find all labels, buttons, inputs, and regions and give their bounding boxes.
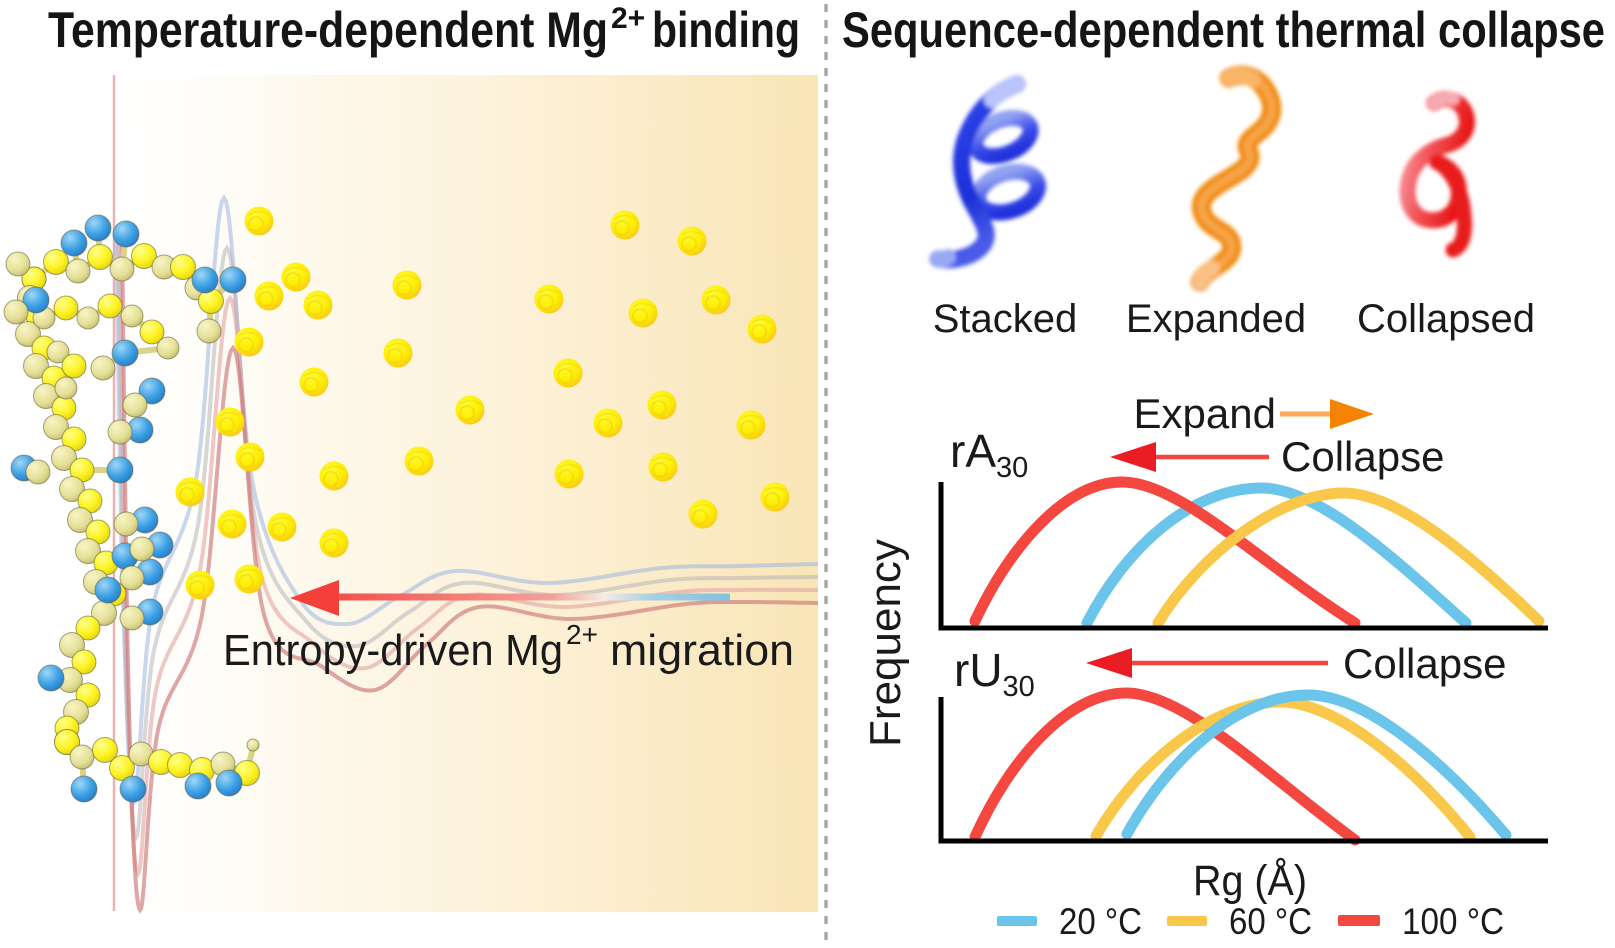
svg-text:migration: migration — [610, 626, 794, 675]
svg-text:Collapse: Collapse — [1281, 433, 1444, 480]
svg-text:2+: 2+ — [566, 619, 598, 650]
svg-text:Frequency: Frequency — [861, 539, 910, 747]
svg-text:60 °C: 60 °C — [1229, 901, 1312, 942]
svg-text:Expand: Expand — [1134, 390, 1276, 437]
svg-text:Entropy-driven Mg: Entropy-driven Mg — [223, 626, 563, 675]
svg-text:20 °C: 20 °C — [1059, 901, 1142, 942]
svg-text:Collapsed: Collapsed — [1357, 297, 1535, 341]
svg-text:Collapse: Collapse — [1343, 640, 1506, 687]
svg-text:Temperature-dependent Mg: Temperature-dependent Mg — [48, 2, 608, 58]
svg-text:Rg (Å): Rg (Å) — [1193, 857, 1307, 905]
svg-text:Stacked: Stacked — [933, 297, 1078, 341]
svg-text:100 °C: 100 °C — [1402, 901, 1504, 942]
svg-text:binding: binding — [652, 2, 800, 58]
svg-text:Sequence-dependent thermal col: Sequence-dependent thermal collapse — [842, 2, 1605, 58]
svg-text:Expanded: Expanded — [1126, 297, 1306, 341]
svg-text:2+: 2+ — [611, 2, 645, 35]
